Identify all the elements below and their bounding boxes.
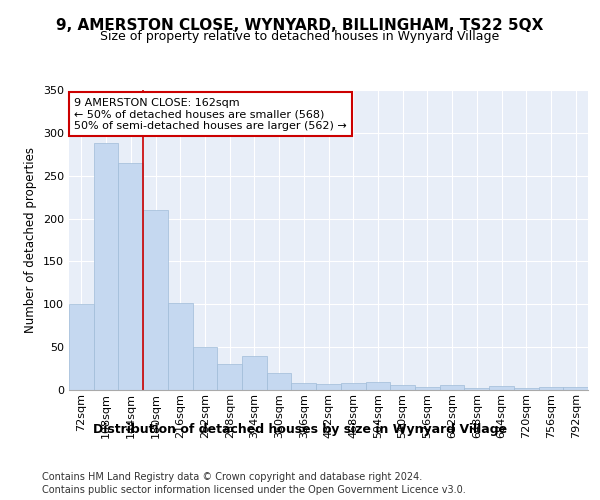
Bar [514,388,539,390]
Bar [118,163,143,390]
Bar [464,388,489,390]
Bar [341,383,365,390]
Bar [440,385,464,390]
Bar [292,383,316,390]
Bar [316,384,341,390]
Bar [563,386,588,390]
Bar [143,210,168,390]
Text: Distribution of detached houses by size in Wynyard Village: Distribution of detached houses by size … [93,422,507,436]
Y-axis label: Number of detached properties: Number of detached properties [25,147,37,333]
Bar [267,373,292,390]
Bar [193,347,217,390]
Bar [94,143,118,390]
Bar [539,388,563,390]
Text: Size of property relative to detached houses in Wynyard Village: Size of property relative to detached ho… [100,30,500,43]
Text: 9 AMERSTON CLOSE: 162sqm
← 50% of detached houses are smaller (568)
50% of semi-: 9 AMERSTON CLOSE: 162sqm ← 50% of detach… [74,98,347,130]
Bar [365,382,390,390]
Text: Contains public sector information licensed under the Open Government Licence v3: Contains public sector information licen… [42,485,466,495]
Bar [489,386,514,390]
Text: Contains HM Land Registry data © Crown copyright and database right 2024.: Contains HM Land Registry data © Crown c… [42,472,422,482]
Bar [217,364,242,390]
Bar [168,302,193,390]
Text: 9, AMERSTON CLOSE, WYNYARD, BILLINGHAM, TS22 5QX: 9, AMERSTON CLOSE, WYNYARD, BILLINGHAM, … [56,18,544,32]
Bar [242,356,267,390]
Bar [69,304,94,390]
Bar [415,388,440,390]
Bar [390,385,415,390]
